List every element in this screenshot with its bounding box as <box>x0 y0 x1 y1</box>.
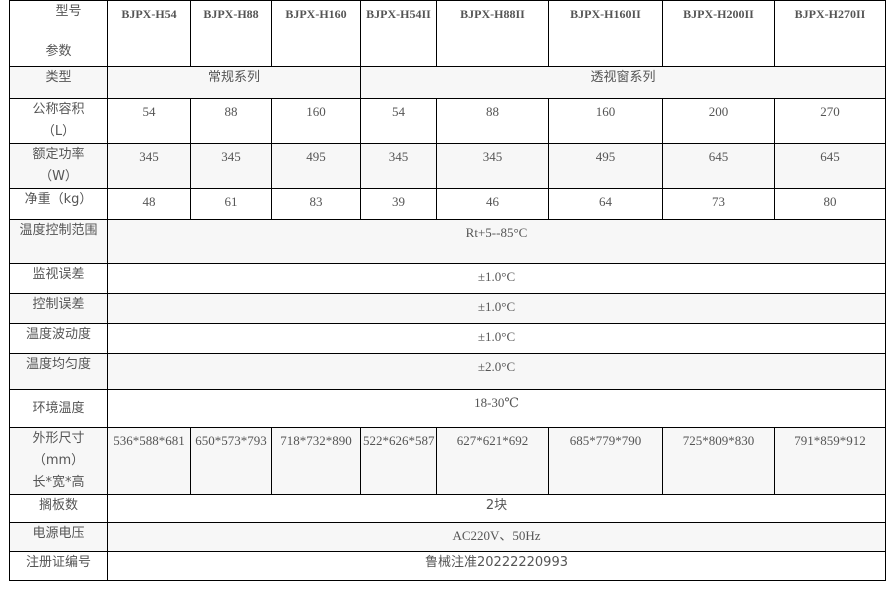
cell: 718*732*890 <box>271 427 361 495</box>
cell: 46 <box>436 188 549 220</box>
cell: 495 <box>271 143 361 189</box>
ambient-row: 环境温度 18-30℃ <box>9 389 886 428</box>
cell: 160 <box>548 98 663 144</box>
uniformity-row: 温度均匀度 ±2.0°C <box>9 353 886 390</box>
row-label: 温度波动度 <box>9 323 108 354</box>
cell: 645 <box>774 143 886 189</box>
cell: 627*621*692 <box>436 427 549 495</box>
series-window: 透视窗系列 <box>360 66 886 99</box>
volume-row: 公称容积 （L） 54 88 160 54 88 160 200 270 <box>9 98 886 144</box>
cell: 270 <box>774 98 886 144</box>
label-unit: （mm） <box>32 453 85 468</box>
row-label: 温度控制范围 <box>9 219 108 264</box>
cell: 345 <box>107 143 191 189</box>
cell: ±1.0°C <box>107 323 886 354</box>
cell: 73 <box>662 188 775 220</box>
corner-param: 参数 <box>45 44 72 59</box>
model-header: BJPX-H88II <box>436 0 549 67</box>
cell: 64 <box>548 188 663 220</box>
spec-table: 型号参数 BJPX-H54 BJPX-H88 BJPX-H160 BJPX-H5… <box>9 0 886 581</box>
cell: ±1.0°C <box>107 293 886 324</box>
power-row: 额定功率 （W） 345 345 495 345 345 495 645 645 <box>9 143 886 189</box>
cell: 83 <box>271 188 361 220</box>
cell: 2块 <box>107 494 886 523</box>
cell: 18-30℃ <box>107 389 886 428</box>
cell: 88 <box>190 98 272 144</box>
cell: 54 <box>107 98 191 144</box>
row-label: 环境温度 <box>9 389 108 428</box>
cell: 88 <box>436 98 549 144</box>
shelves-row: 搁板数 2块 <box>9 494 886 523</box>
model-header: BJPX-H200II <box>662 0 775 67</box>
cell: 鲁械注准20222220993 <box>107 551 886 581</box>
corner-model: 型号 <box>55 4 82 19</box>
cell: ±1.0°C <box>107 263 886 294</box>
label-text: 外形尺寸 <box>32 431 85 446</box>
cell: AC220V、50Hz <box>107 522 886 552</box>
series-standard: 常规系列 <box>107 66 361 99</box>
row-label: 外形尺寸 （mm） 长*宽*高 <box>9 427 108 495</box>
row-label: 公称容积 （L） <box>9 98 108 144</box>
row-label: 注册证编号 <box>9 551 108 581</box>
row-label: 搁板数 <box>9 494 108 523</box>
cell: 495 <box>548 143 663 189</box>
label-unit: （W） <box>39 169 78 184</box>
cell: 61 <box>190 188 272 220</box>
cell: 39 <box>360 188 437 220</box>
model-header: BJPX-H160II <box>548 0 663 67</box>
cell: 645 <box>662 143 775 189</box>
label-text: 额定功率 <box>32 147 85 162</box>
cell: 791*859*912 <box>774 427 886 495</box>
label-text: 公称容积 <box>32 102 85 117</box>
row-label: 控制误差 <box>9 293 108 324</box>
cell: ±2.0°C <box>107 353 886 390</box>
cell: 345 <box>436 143 549 189</box>
type-row: 类型 常规系列 透视窗系列 <box>9 66 886 99</box>
cell: 80 <box>774 188 886 220</box>
cell: 200 <box>662 98 775 144</box>
dimensions-row: 外形尺寸 （mm） 长*宽*高 536*588*681 650*573*793 71… <box>9 427 886 495</box>
weight-row: 净重（kg） 48 61 83 39 46 64 73 80 <box>9 188 886 220</box>
cell: 650*573*793 <box>190 427 272 495</box>
row-label: 类型 <box>9 66 108 99</box>
monitor-error-row: 监视误差 ±1.0°C <box>9 263 886 294</box>
cell: 522*626*587 <box>360 427 437 495</box>
cell: 160 <box>271 98 361 144</box>
row-label: 净重（kg） <box>9 188 108 220</box>
cell: Rt+5--85°C <box>107 219 886 264</box>
model-header: BJPX-H54 <box>107 0 191 67</box>
cell: 345 <box>190 143 272 189</box>
model-header: BJPX-H88 <box>190 0 272 67</box>
cell: 536*588*681 <box>107 427 191 495</box>
cell: 48 <box>107 188 191 220</box>
row-label: 额定功率 （W） <box>9 143 108 189</box>
cell: 685*779*790 <box>548 427 663 495</box>
fluctuation-row: 温度波动度 ±1.0°C <box>9 323 886 354</box>
row-label: 电源电压 <box>9 522 108 552</box>
cell: 725*809*830 <box>662 427 775 495</box>
label-sub: 长*宽*高 <box>32 475 85 490</box>
header-row: 型号参数 BJPX-H54 BJPX-H88 BJPX-H160 BJPX-H5… <box>9 0 886 67</box>
model-header: BJPX-H54II <box>360 0 437 67</box>
row-label: 监视误差 <box>9 263 108 294</box>
label-unit: （L） <box>41 124 76 139</box>
cell: 345 <box>360 143 437 189</box>
voltage-row: 电源电压 AC220V、50Hz <box>9 522 886 552</box>
cell: 54 <box>360 98 437 144</box>
model-header: BJPX-H160 <box>271 0 361 67</box>
temp-range-row: 温度控制范围 Rt+5--85°C <box>9 219 886 264</box>
corner-cell: 型号参数 <box>9 0 108 67</box>
registration-row: 注册证编号 鲁械注准20222220993 <box>9 551 886 581</box>
row-label: 温度均匀度 <box>9 353 108 390</box>
model-header: BJPX-H270II <box>774 0 886 67</box>
control-error-row: 控制误差 ±1.0°C <box>9 293 886 324</box>
